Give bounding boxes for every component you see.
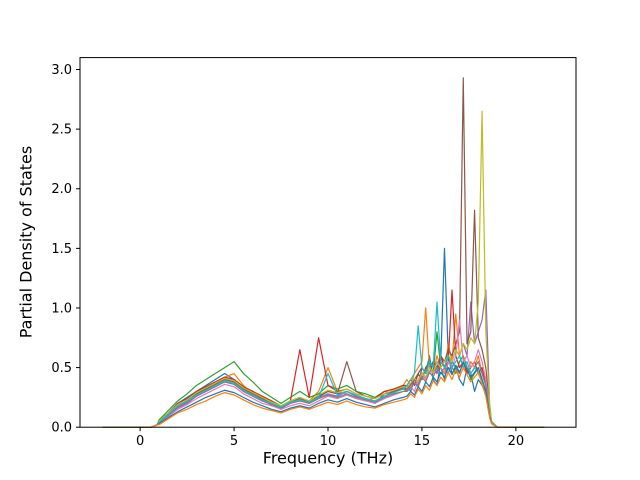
dos-series-line-series-11 [102, 362, 545, 428]
y-tick-label: 0.5 [51, 361, 72, 376]
x-tick-label: 0 [136, 434, 144, 449]
dos-series-line-series-8 [102, 361, 545, 428]
y-tick-label: 2.5 [51, 123, 72, 138]
x-axis-label: Frequency (THz) [262, 448, 394, 468]
dos-series-line-series-12 [102, 366, 545, 428]
y-tick-label: 3.0 [51, 63, 72, 78]
y-tick-label: 2.0 [51, 182, 72, 197]
y-axis-label: Partial Density of States [16, 145, 36, 339]
dos-series-line-series-10 [102, 301, 545, 428]
x-tick-label: 5 [230, 434, 238, 449]
x-tick-label: 10 [320, 434, 337, 449]
x-tick-label: 20 [508, 434, 525, 449]
dos-series-line-series-7 [102, 319, 545, 428]
y-tick-label: 1.0 [51, 301, 72, 316]
y-tick-label: 1.5 [51, 242, 72, 257]
y-tick-label: 0.0 [51, 421, 72, 436]
dos-series-line-series-9 [102, 110, 545, 428]
plot-background [80, 57, 576, 428]
x-tick-label: 15 [414, 434, 431, 449]
